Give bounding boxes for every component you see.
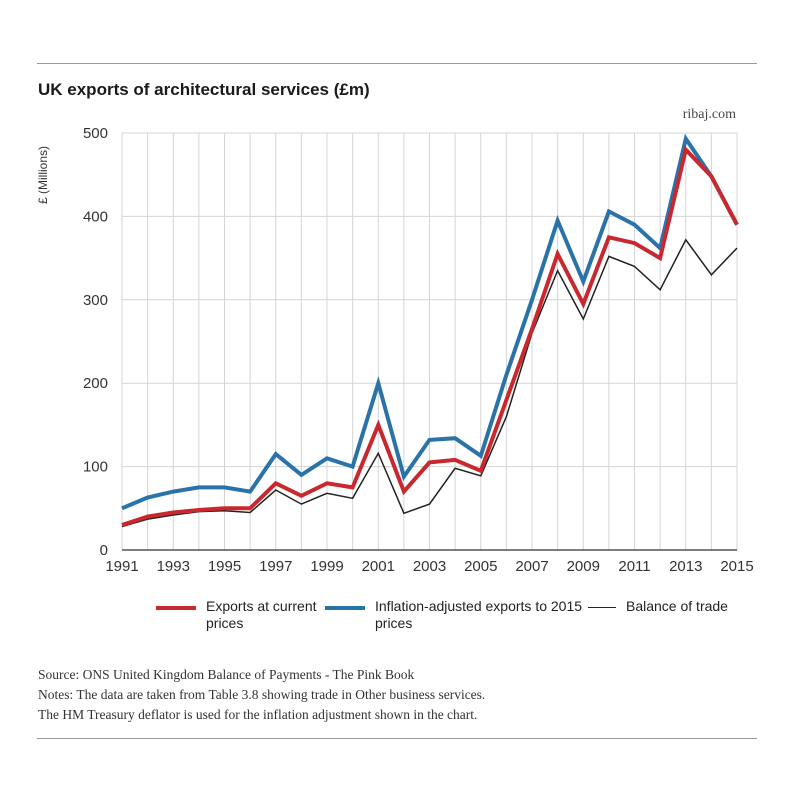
- y-tick-label-100: 100: [83, 459, 108, 476]
- x-tick-label-1991: 1991: [105, 558, 138, 575]
- top-divider: [37, 63, 757, 64]
- x-tick-label-1997: 1997: [259, 558, 292, 575]
- x-tick-label-1993: 1993: [157, 558, 190, 575]
- x-tick-label-2007: 2007: [515, 558, 548, 575]
- footnote-2: The HM Treasury deflator is used for the…: [38, 707, 478, 722]
- legend-swatch-inflation: [325, 606, 365, 610]
- x-tick-label-2001: 2001: [362, 558, 395, 575]
- x-tick-label-2013: 2013: [669, 558, 702, 575]
- y-tick-label-0: 0: [100, 542, 108, 559]
- y-tick-label-500: 500: [83, 125, 108, 142]
- x-tick-label-2015: 2015: [720, 558, 753, 575]
- x-tick-label-2003: 2003: [413, 558, 446, 575]
- bottom-divider: [37, 738, 757, 739]
- legend-item-inflation: Inflation-adjusted exports to 2015 price…: [325, 598, 585, 632]
- source-note: Source: ONS United Kingdom Balance of Pa…: [38, 667, 415, 682]
- source-credit: ribaj.com: [682, 107, 736, 122]
- footnote-1: Notes: The data are taken from Table 3.8…: [38, 687, 486, 702]
- legend-swatch-exports: [156, 606, 196, 610]
- y-tick-label-400: 400: [83, 208, 108, 225]
- x-tick-label-2009: 2009: [567, 558, 600, 575]
- axes: 0 100 200 300 400 500 1991 1993 1995 1997 1999 2001…: [83, 125, 754, 575]
- y-tick-label-300: 300: [83, 292, 108, 309]
- legend-item-balance: Balance of trade: [588, 598, 776, 615]
- x-tick-label-1999: 1999: [310, 558, 343, 575]
- legend-label-inflation: Inflation-adjusted exports to 2015 price…: [375, 598, 583, 631]
- legend-label-balance: Balance of trade: [626, 598, 728, 614]
- x-tick-label-2011: 2011: [618, 558, 650, 575]
- series-lines: [121, 133, 739, 528]
- series-line-inflation-adjusted: [121, 133, 739, 511]
- y-tick-label-200: 200: [83, 375, 108, 392]
- x-tick-label-2005: 2005: [464, 558, 497, 575]
- chart-title: UK exports of architectural services (£m…: [38, 80, 370, 99]
- series-line-exports: [121, 145, 739, 527]
- legend-swatch-balance: [588, 607, 616, 608]
- legend-item-exports: Exports at current prices: [156, 598, 326, 632]
- legend-label-exports: Exports at current prices: [206, 598, 317, 631]
- series-line-balance-of-trade: [121, 238, 738, 528]
- x-tick-label-1995: 1995: [208, 558, 241, 575]
